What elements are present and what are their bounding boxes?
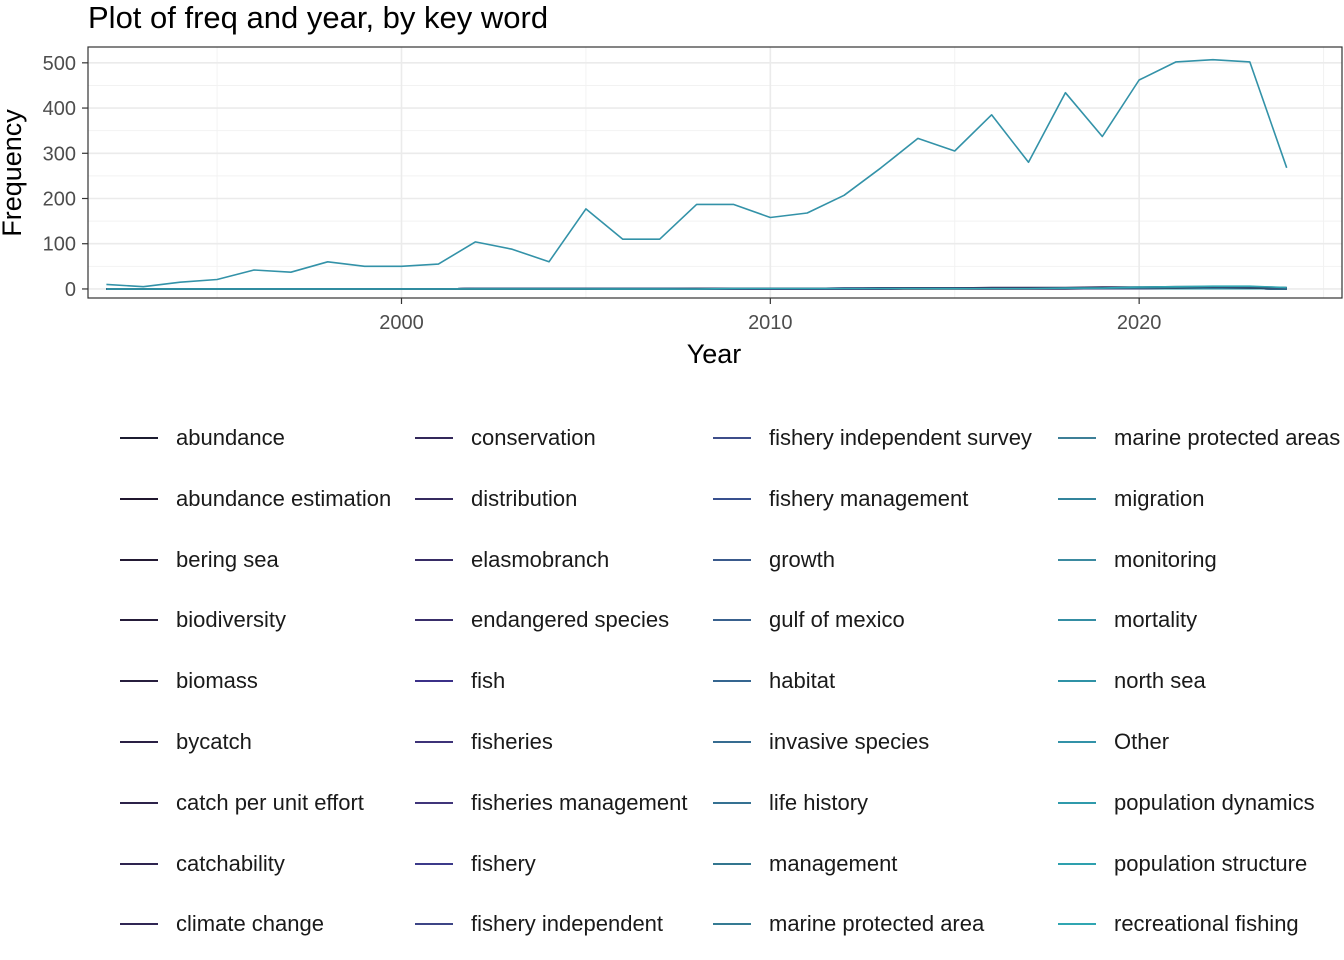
series-line bbox=[106, 58, 1288, 288]
series-line bbox=[106, 285, 1287, 290]
legend-key bbox=[120, 437, 158, 439]
legend-key bbox=[1058, 619, 1096, 622]
legend-label: biodiversity bbox=[176, 607, 287, 633]
legend-label: fishery management bbox=[769, 485, 969, 511]
legend-key bbox=[1058, 923, 1096, 926]
legend-key bbox=[1058, 741, 1096, 743]
legend-label: biomass bbox=[176, 668, 258, 694]
legend-label: gulf of mexico bbox=[769, 607, 905, 633]
legend-key bbox=[415, 437, 453, 439]
legend-key bbox=[120, 619, 158, 622]
y-tick-label: 100 bbox=[43, 234, 76, 256]
legend-label: north sea bbox=[1114, 668, 1206, 694]
legend-key bbox=[713, 741, 751, 743]
legend-label: population structure bbox=[1114, 850, 1308, 876]
legend-key bbox=[415, 497, 453, 500]
legend-label: fishery bbox=[471, 850, 536, 876]
legend-key bbox=[713, 437, 751, 439]
legend-label: migration bbox=[1114, 485, 1205, 511]
legend-label: fisheries bbox=[471, 729, 553, 754]
legend-key bbox=[1058, 862, 1096, 865]
x-tick-label: 2010 bbox=[748, 312, 793, 334]
legend-label: distribution bbox=[471, 485, 578, 511]
legend-label: Other bbox=[1114, 729, 1170, 754]
legend-key bbox=[713, 680, 751, 683]
legend-key bbox=[1058, 558, 1096, 561]
y-tick-label: 200 bbox=[43, 189, 76, 211]
legend-key bbox=[713, 558, 751, 561]
legend-label: endangered species bbox=[471, 607, 670, 633]
legend-key bbox=[415, 619, 453, 622]
chart-title: Plot of freq and year, by key word bbox=[88, 0, 549, 35]
grid-minor bbox=[88, 47, 1342, 298]
legend-key bbox=[120, 862, 158, 865]
legend-label: fisheries management bbox=[471, 789, 688, 815]
legend-label: marine protected areas bbox=[1114, 425, 1341, 450]
legend-key bbox=[120, 801, 158, 804]
legend-key bbox=[1058, 680, 1096, 683]
legend-key bbox=[415, 680, 453, 683]
legend-key bbox=[415, 741, 453, 743]
legend-key bbox=[120, 680, 158, 683]
legend-label: mortality bbox=[1114, 607, 1198, 633]
legend-key bbox=[415, 923, 453, 926]
legend-label: bycatch bbox=[176, 729, 252, 754]
legend-key bbox=[1058, 497, 1096, 500]
x-axis: 2000 2010 2020 bbox=[379, 298, 1161, 334]
grid-major bbox=[88, 47, 1342, 298]
legend-label: habitat bbox=[769, 668, 836, 694]
series-lines bbox=[106, 58, 1288, 290]
legend-label: recreational fishing bbox=[1114, 911, 1299, 937]
legend-label: elasmobranch bbox=[471, 546, 610, 572]
legend-label: fishery independent survey bbox=[769, 425, 1032, 450]
legend-key bbox=[415, 558, 453, 561]
legend-label: fish bbox=[471, 668, 506, 694]
x-tick-label: 2020 bbox=[1117, 312, 1162, 334]
y-axis: 0 100 200 300 400 500 bbox=[43, 53, 88, 301]
legend-key bbox=[713, 862, 751, 865]
line-chart: 0 100 200 300 400 500 2000 2010 2020 Year Frequ… bbox=[0, 46, 1343, 369]
legend-label: growth bbox=[769, 546, 836, 572]
legend-key bbox=[415, 801, 453, 804]
legend-label: abundance estimation bbox=[176, 485, 392, 511]
legend-label: marine protected area bbox=[769, 911, 985, 937]
legend-label: population dynamics bbox=[1114, 789, 1315, 815]
legend-key bbox=[1058, 437, 1096, 439]
y-tick-label: 400 bbox=[43, 98, 76, 120]
legend-label: fishery independent bbox=[471, 911, 664, 937]
legend-label: catchability bbox=[176, 850, 285, 876]
legend-label: management bbox=[769, 850, 898, 876]
y-tick-label: 300 bbox=[43, 143, 76, 165]
legend-label: abundance bbox=[176, 425, 285, 450]
legend-label: invasive species bbox=[769, 729, 930, 754]
y-tick-label: 0 bbox=[65, 279, 76, 301]
legend-label: bering sea bbox=[176, 546, 279, 572]
legend-key bbox=[415, 862, 453, 865]
y-tick-label: 500 bbox=[43, 53, 76, 75]
legend-key bbox=[713, 801, 751, 804]
legend-key bbox=[120, 923, 158, 926]
legend-label: catch per unit effort bbox=[176, 789, 364, 815]
legend-key bbox=[1058, 801, 1096, 804]
legend-key bbox=[120, 497, 158, 500]
legend-key bbox=[713, 923, 751, 926]
legend-label: monitoring bbox=[1114, 546, 1217, 572]
legend-label: conservation bbox=[471, 425, 596, 450]
legend-key bbox=[120, 741, 158, 743]
legend-key bbox=[713, 497, 751, 500]
y-axis-label: Frequency bbox=[0, 109, 27, 237]
legend-label: climate change bbox=[176, 911, 324, 937]
legend-key bbox=[713, 619, 751, 622]
panel-border bbox=[87, 46, 1343, 299]
legend-label: life history bbox=[769, 789, 869, 815]
x-axis-label: Year bbox=[687, 339, 742, 369]
legend-key bbox=[120, 558, 158, 561]
x-tick-label: 2000 bbox=[379, 312, 424, 334]
